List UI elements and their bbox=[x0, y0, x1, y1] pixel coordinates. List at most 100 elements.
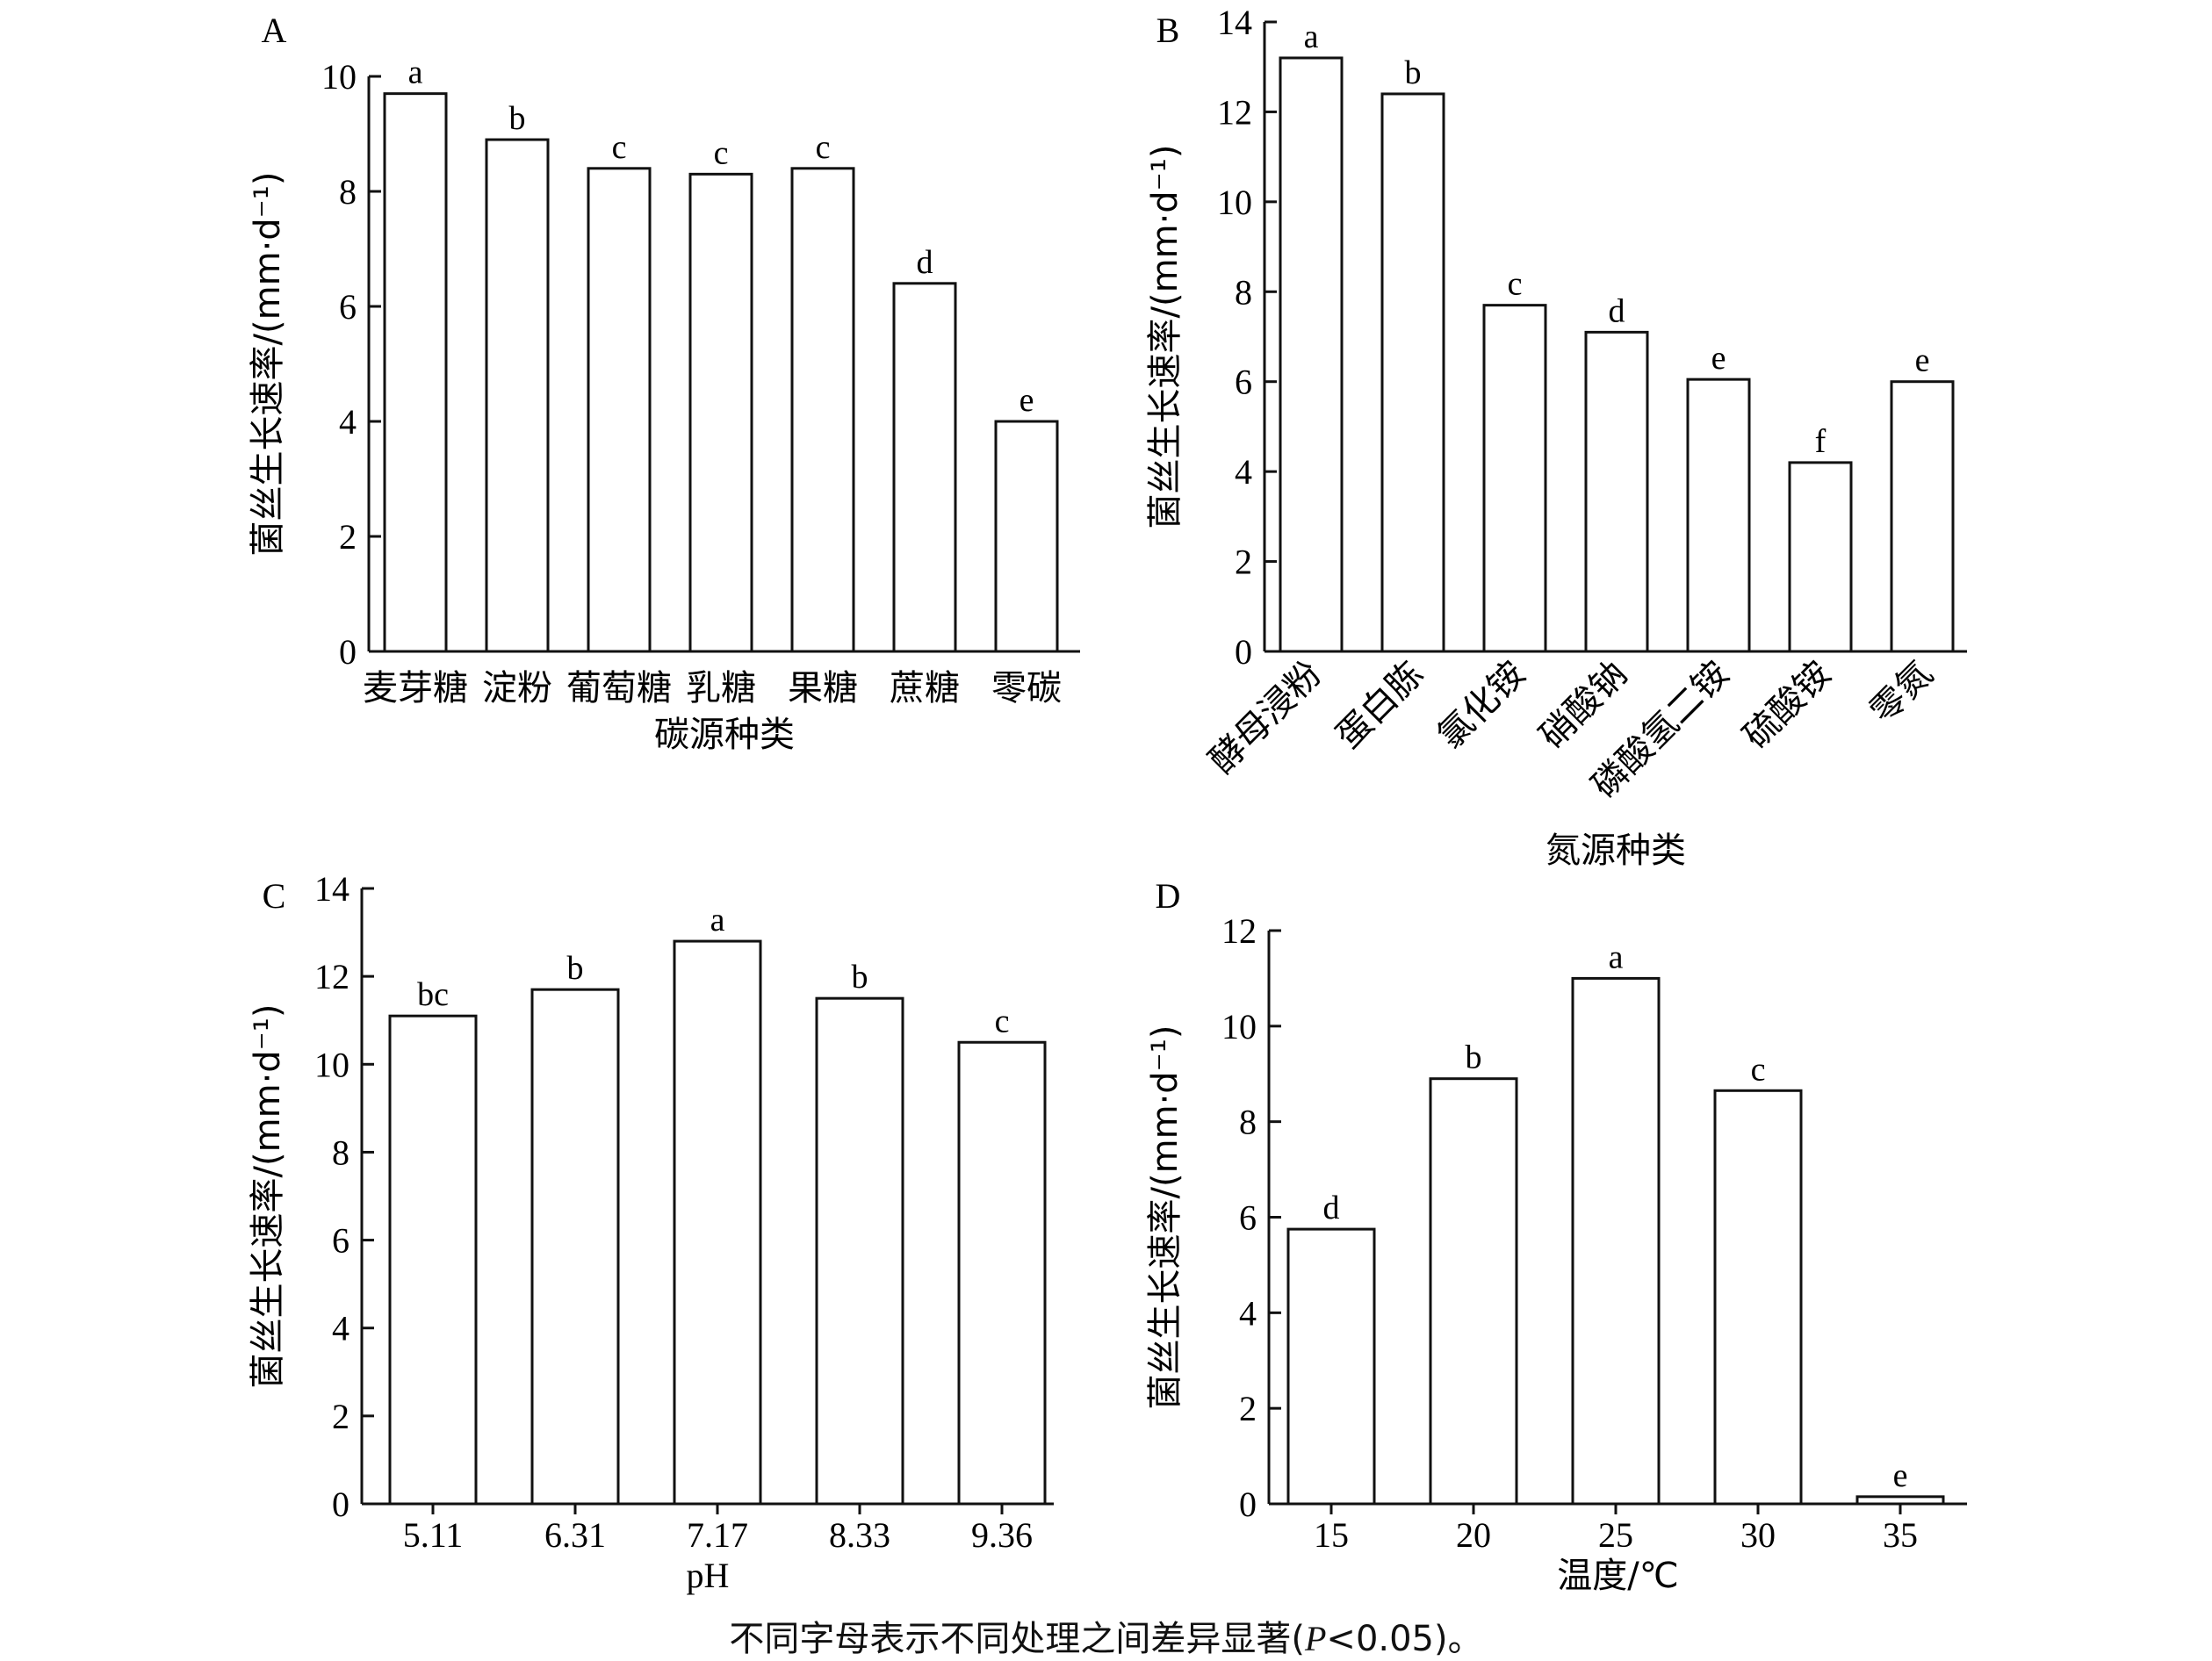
panel-d-category-label: 20 bbox=[1456, 1515, 1491, 1555]
panel-b-significance-label: a bbox=[1304, 18, 1319, 55]
panel-c-ytick-label: 2 bbox=[332, 1397, 349, 1436]
panel-d-xlabel: 温度/℃ bbox=[1557, 1556, 1678, 1596]
panel-b-chart: B 0 2 4 6 8 10 12 14 菌丝生长速率/(mm·d⁻¹) a 酵母浸粉 b 蛋白胨 c 氯化铵… bbox=[1145, 3, 1967, 871]
panel-b-bar bbox=[1686, 378, 1751, 653]
panel-c-ytick-label: 0 bbox=[332, 1485, 349, 1524]
panel-a-category-label: 麦芽糖 bbox=[363, 668, 468, 708]
panel-a-ytick-label: 4 bbox=[339, 402, 357, 442]
panel-b-ytick-label: 8 bbox=[1235, 272, 1252, 312]
panel-c-category-label: 8.33 bbox=[829, 1515, 890, 1555]
panel-b-significance-label: b bbox=[1405, 54, 1422, 91]
panel-a-significance-label: c bbox=[816, 129, 831, 166]
panel-b-bar bbox=[1482, 304, 1547, 653]
panel-b-ytick-label: 2 bbox=[1235, 543, 1252, 582]
panel-d-bar bbox=[1713, 1089, 1803, 1506]
panel-d-bar bbox=[1286, 1227, 1376, 1506]
panel-c-bar bbox=[388, 1014, 478, 1506]
panel-c-ytick-label: 12 bbox=[314, 957, 349, 996]
panel-c-significance-label: c bbox=[995, 1003, 1010, 1039]
panel-c-ytick-label: 4 bbox=[332, 1309, 349, 1348]
panel-d-ytick-label: 2 bbox=[1239, 1389, 1257, 1428]
panel-a-ytick-label: 6 bbox=[339, 287, 357, 327]
panel-a-ytick-label: 8 bbox=[339, 172, 357, 212]
panel-c-bar bbox=[957, 1040, 1047, 1506]
panel-d-category-label: 35 bbox=[1883, 1515, 1918, 1555]
panel-c-ylabel: 菌丝生长速率/(mm·d⁻¹) bbox=[248, 1004, 288, 1389]
panel-b-significance-label: d bbox=[1609, 292, 1625, 329]
panel-d-ytick-label: 12 bbox=[1221, 911, 1257, 951]
panel-b-ytick-label: 6 bbox=[1235, 363, 1252, 402]
panel-b-ytick-label: 12 bbox=[1217, 92, 1252, 132]
panel-a-significance-label: d bbox=[917, 244, 933, 281]
panel-b-category-label: 酵母浸粉 bbox=[1201, 654, 1329, 782]
panel-d-significance-label: c bbox=[1751, 1051, 1766, 1088]
panel-b-significance-label: e bbox=[1711, 340, 1726, 377]
panel-a-chart: A 0 2 4 6 8 10 菌丝生长速率/(mm·d⁻¹) a 麦芽糖 b 淀粉 c 葡萄糖 c 乳糖 c 果糖… bbox=[248, 11, 1080, 755]
panel-a-category-label: 淀粉 bbox=[482, 668, 552, 708]
panel-b-category-label: 蛋白胨 bbox=[1329, 654, 1431, 757]
panel-b-bar bbox=[1584, 330, 1649, 653]
panel-d-category-label: 15 bbox=[1314, 1515, 1349, 1555]
panel-c-category-label: 5.11 bbox=[403, 1515, 464, 1555]
panel-b-ytick-label: 4 bbox=[1235, 452, 1252, 492]
panel-d-ytick-label: 0 bbox=[1239, 1485, 1257, 1524]
panel-a-label: A bbox=[262, 11, 287, 50]
panel-a-category-label: 乳糖 bbox=[686, 668, 756, 708]
panel-b-ytick-label: 10 bbox=[1217, 183, 1252, 222]
panel-d-category-label: 25 bbox=[1598, 1515, 1633, 1555]
panel-a-bar bbox=[790, 167, 855, 653]
panel-a-category-label: 零碳 bbox=[991, 668, 1062, 708]
panel-d-label: D bbox=[1156, 876, 1181, 916]
panel-c-significance-label: bc bbox=[417, 976, 449, 1013]
panel-c-ytick-label: 10 bbox=[314, 1045, 349, 1084]
panel-c-significance-label: b bbox=[852, 959, 868, 996]
panel-d-ytick-label: 8 bbox=[1239, 1103, 1257, 1142]
panel-b-significance-label: f bbox=[1815, 423, 1827, 460]
panel-c-bar bbox=[673, 939, 762, 1506]
panel-a-bar bbox=[688, 172, 753, 653]
panel-a-significance-label: b bbox=[509, 100, 526, 137]
panel-c-ytick-label: 14 bbox=[314, 869, 349, 909]
panel-d-significance-label: a bbox=[1609, 938, 1624, 975]
footnote-text-after: <0.05)。 bbox=[1326, 1619, 1483, 1659]
panel-c-category-label: 6.31 bbox=[544, 1515, 606, 1555]
panel-d-significance-label: d bbox=[1323, 1190, 1340, 1226]
panel-b-significance-label: e bbox=[1915, 342, 1930, 379]
panel-a-significance-label: c bbox=[714, 134, 729, 171]
panel-a-bar bbox=[485, 138, 550, 653]
panel-b-bar bbox=[1890, 380, 1955, 653]
panel-c-ytick-label: 8 bbox=[332, 1132, 349, 1172]
panel-a-bar bbox=[383, 92, 448, 653]
panel-d-ytick-label: 10 bbox=[1221, 1007, 1257, 1046]
panel-b-ylabel: 菌丝生长速率/(mm·d⁻¹) bbox=[1145, 145, 1185, 529]
panel-d-significance-label: b bbox=[1466, 1039, 1482, 1076]
footnote-italic: P bbox=[1304, 1619, 1327, 1658]
panel-c-category-label: 9.36 bbox=[971, 1515, 1033, 1555]
panel-a-ytick-label: 10 bbox=[321, 57, 357, 97]
panel-a-category-label: 蔗糖 bbox=[890, 668, 960, 708]
panel-c-xlabel: pH bbox=[687, 1556, 730, 1595]
panel-b-bar bbox=[1380, 92, 1445, 653]
panel-b-label: B bbox=[1156, 11, 1180, 50]
panel-d-ytick-label: 4 bbox=[1239, 1293, 1257, 1333]
panel-a-significance-label: c bbox=[612, 129, 627, 166]
panel-c-significance-label: a bbox=[710, 902, 725, 938]
panel-c-chart: C02468101214菌丝生长速率/(mm·d⁻¹)bc5.11b6.31a7… bbox=[248, 869, 1054, 1595]
panel-b-bar bbox=[1279, 56, 1344, 653]
panel-a-bar bbox=[994, 420, 1059, 653]
panel-a-bar bbox=[587, 167, 652, 653]
panel-d-ytick-label: 6 bbox=[1239, 1198, 1257, 1238]
panel-a-significance-label: e bbox=[1020, 382, 1034, 419]
panel-d-bar bbox=[1429, 1077, 1518, 1506]
panel-d-category-label: 30 bbox=[1740, 1515, 1776, 1555]
panel-d-significance-label: e bbox=[1893, 1457, 1908, 1494]
panel-c-bar bbox=[530, 988, 620, 1506]
panel-b-xlabel: 氮源种类 bbox=[1546, 830, 1686, 871]
panel-a-significance-label: a bbox=[408, 54, 423, 91]
panel-d-ylabel: 菌丝生长速率/(mm·d⁻¹) bbox=[1145, 1025, 1185, 1410]
panel-b-ytick-label: 0 bbox=[1235, 632, 1252, 672]
footnote-text-before: 不同字母表示不同处理之间差异显著( bbox=[729, 1619, 1305, 1659]
panel-c-bar bbox=[815, 996, 904, 1506]
panel-d-bar bbox=[1571, 976, 1661, 1506]
